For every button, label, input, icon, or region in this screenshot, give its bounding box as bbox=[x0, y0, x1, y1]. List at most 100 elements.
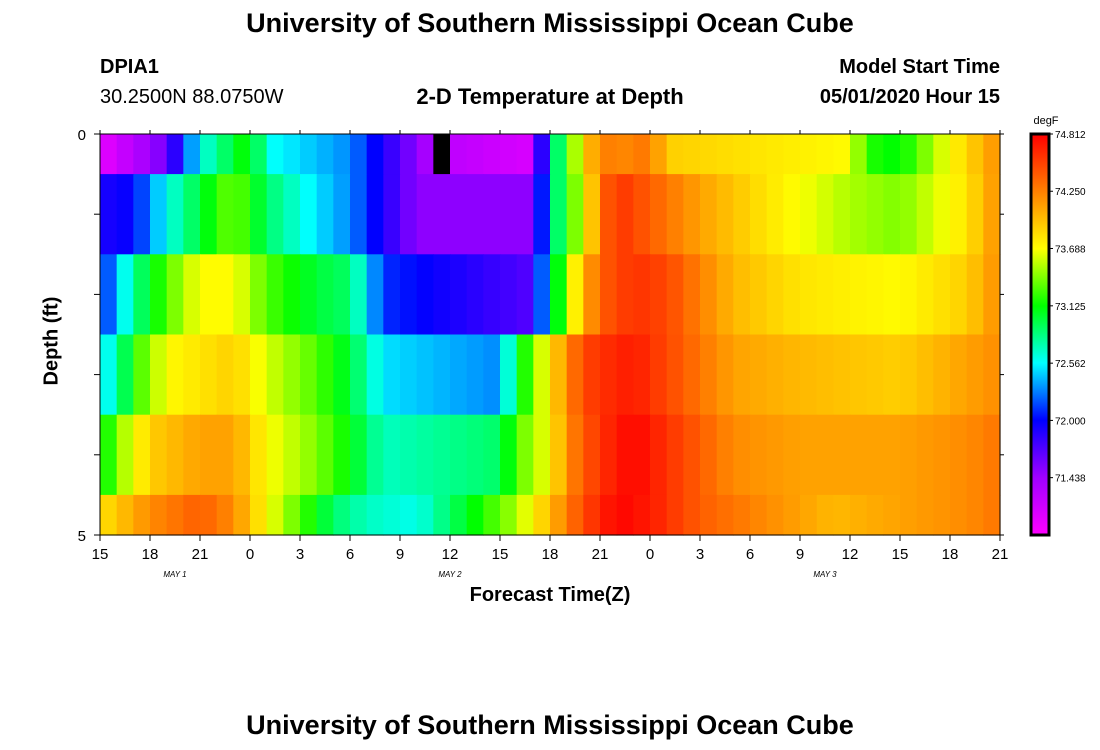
heatmap-cell bbox=[950, 494, 968, 536]
heatmap-cell bbox=[900, 494, 918, 536]
heatmap-cell bbox=[250, 414, 268, 496]
x-date-label: MAY 3 bbox=[813, 570, 837, 579]
heatmap-cell bbox=[100, 414, 118, 496]
heatmap-cell bbox=[266, 414, 284, 496]
heatmap-cell bbox=[733, 254, 751, 336]
heatmap-cell bbox=[666, 494, 684, 536]
heatmap-cell bbox=[683, 134, 701, 175]
heatmap-cell bbox=[683, 254, 701, 336]
heatmap-cell bbox=[600, 414, 618, 496]
heatmap-cell bbox=[516, 134, 534, 175]
heatmap-cell bbox=[133, 494, 151, 536]
heatmap-cell bbox=[650, 414, 668, 496]
heatmap-cell bbox=[433, 334, 451, 416]
heatmap-cell bbox=[550, 134, 568, 175]
colorbar-tick-label: 73.688 bbox=[1055, 244, 1086, 255]
heatmap-cell bbox=[500, 174, 518, 255]
heatmap-cell bbox=[450, 334, 468, 416]
heatmap-cell bbox=[783, 254, 801, 336]
heatmap-cell bbox=[816, 254, 834, 336]
heatmap-cell bbox=[566, 494, 584, 536]
heatmap-cell bbox=[900, 134, 918, 175]
heatmap-cell bbox=[716, 334, 734, 416]
heatmap-cell bbox=[516, 254, 534, 336]
colorbar-tick-label: 73.125 bbox=[1055, 302, 1086, 313]
heatmap-cell bbox=[483, 174, 501, 255]
heatmap-cell bbox=[683, 174, 701, 255]
heatmap-cell bbox=[883, 334, 901, 416]
heatmap-cell bbox=[133, 174, 151, 255]
heatmap-cell bbox=[383, 174, 401, 255]
heatmap-cell bbox=[716, 254, 734, 336]
heatmap-cell bbox=[650, 134, 668, 175]
heatmap-cell bbox=[383, 254, 401, 336]
heatmap-cell bbox=[550, 334, 568, 416]
heatmap-cell bbox=[450, 414, 468, 496]
heatmap-cell bbox=[666, 254, 684, 336]
heatmap-cell bbox=[900, 334, 918, 416]
x-tick-label: 0 bbox=[646, 546, 654, 563]
heatmap-cell bbox=[800, 174, 818, 255]
missing-data-marks bbox=[433, 134, 450, 175]
heatmap-cell bbox=[183, 254, 201, 336]
heatmap-cell bbox=[250, 494, 268, 536]
model-start-value: 05/01/2020 Hour 15 bbox=[819, 86, 1000, 108]
x-tick-label: 12 bbox=[842, 546, 859, 563]
heatmap-cell bbox=[916, 494, 934, 536]
heatmap-cell bbox=[866, 334, 884, 416]
heatmap-cell bbox=[350, 334, 368, 416]
heatmap-cell bbox=[983, 254, 1001, 336]
heatmap-cell bbox=[866, 254, 884, 336]
heatmap-cell bbox=[933, 334, 951, 416]
heatmap-cell bbox=[716, 134, 734, 175]
heatmap-cell bbox=[933, 134, 951, 175]
heatmap-cell bbox=[666, 174, 684, 255]
heatmap-cell bbox=[500, 414, 518, 496]
heatmap-cell bbox=[300, 494, 318, 536]
heatmap-cell bbox=[200, 334, 218, 416]
heatmap-cell bbox=[366, 334, 384, 416]
heatmap-cell bbox=[716, 494, 734, 536]
heatmap-cell bbox=[933, 414, 951, 496]
heatmap-cell bbox=[450, 494, 468, 536]
heatmap-cell bbox=[416, 494, 434, 536]
heatmap-cell bbox=[800, 414, 818, 496]
heatmap-cell bbox=[200, 174, 218, 255]
heatmap-cell bbox=[333, 254, 351, 336]
heatmap-cell bbox=[616, 254, 634, 336]
heatmap-cell bbox=[350, 134, 368, 175]
heatmap-cell bbox=[533, 494, 551, 536]
heatmap-cell bbox=[233, 414, 251, 496]
heatmap-cell bbox=[416, 134, 434, 175]
heatmap-cell bbox=[516, 414, 534, 496]
heatmap-cell bbox=[883, 254, 901, 336]
heatmap-cell bbox=[333, 174, 351, 255]
heatmap-cell bbox=[383, 494, 401, 536]
heatmap-cell bbox=[233, 134, 251, 175]
x-axis-date-labels: MAY 1 MAY 2 MAY 3 bbox=[163, 570, 837, 579]
heatmap-cell bbox=[150, 254, 168, 336]
heatmap-cell bbox=[166, 414, 184, 496]
heatmap-cell bbox=[616, 174, 634, 255]
heatmap-cell bbox=[516, 174, 534, 255]
heatmap-cell bbox=[550, 494, 568, 536]
heatmap-cell bbox=[183, 414, 201, 496]
heatmap-cell bbox=[650, 254, 668, 336]
station-id: DPIA1 bbox=[100, 56, 159, 78]
heatmap-cell bbox=[750, 174, 768, 255]
heatmap-cell bbox=[550, 174, 568, 255]
heatmap-cell bbox=[250, 254, 268, 336]
heatmap-cell bbox=[166, 134, 184, 175]
heatmap-cell bbox=[633, 174, 651, 255]
heatmap-cell bbox=[200, 134, 218, 175]
heatmap-cell bbox=[283, 134, 301, 175]
heatmap-cell bbox=[883, 134, 901, 175]
heatmap-cell bbox=[700, 494, 718, 536]
page-title: University of Southern Mississippi Ocean… bbox=[246, 8, 854, 38]
chart-title: 2-D Temperature at Depth bbox=[416, 84, 684, 109]
heatmap-cell bbox=[583, 134, 601, 175]
heatmap-cell bbox=[116, 334, 134, 416]
heatmap-cell bbox=[316, 414, 334, 496]
heatmap-cell bbox=[250, 174, 268, 255]
heatmap-cell bbox=[983, 414, 1001, 496]
